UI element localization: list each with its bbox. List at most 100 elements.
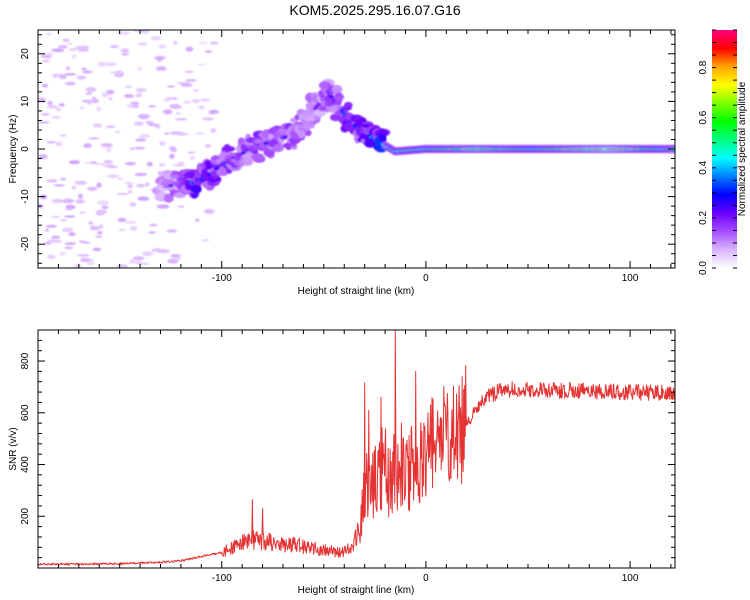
snr-y-label: SNR (v/v): [8, 427, 19, 470]
heatmap-track-core: [328, 95, 334, 99]
heatmap-noise-cell: [87, 261, 95, 266]
heatmap-noise-cell: [180, 83, 193, 87]
colorbar-ticks: 0.0 0.2 0.4 0.6 0.8: [698, 29, 737, 275]
snr-x-tick-label: -100: [212, 573, 232, 584]
heatmap-noise-cell: [150, 35, 162, 41]
heatmap-track-cell: [340, 106, 352, 111]
colorbar-tick-label: 0.6: [698, 110, 709, 124]
heatmap-noise-cell: [55, 141, 63, 146]
heatmap-track-cell: [190, 184, 202, 194]
heatmap-noise-cell: [39, 55, 53, 58]
heatmap-noise-cell: [90, 225, 96, 231]
heatmap-noise-cell: [76, 254, 90, 257]
heatmap-noise-cell: [139, 133, 151, 139]
heatmap-noise-cell: [166, 85, 176, 88]
heatmap-noise-cell: [123, 94, 135, 98]
heatmap-noise-cell: [114, 130, 121, 134]
heatmap-noise-cell: [92, 247, 102, 252]
heatmap-noise-cell: [135, 138, 147, 142]
spectrogram-x-tick-label: 100: [622, 273, 639, 284]
spectrogram-y-tick-label: -10: [20, 189, 31, 204]
heatmap-noise-cell: [129, 202, 137, 207]
snr-y-tick-label: 200: [20, 507, 31, 524]
heatmap-noise-cell: [126, 103, 134, 109]
heatmap-noise-cell: [167, 258, 179, 264]
heatmap-noise-cell: [72, 264, 83, 267]
heatmap-track-cell: [331, 84, 343, 94]
heatmap-noise-cell: [38, 121, 50, 124]
spectrogram-y-tick-label: 10: [20, 95, 31, 107]
heatmap-noise-cell: [101, 92, 110, 98]
heatmap-noise-cell: [209, 41, 219, 45]
heatmap-noise-cell: [46, 105, 59, 109]
heatmap-noise-cell: [137, 113, 150, 120]
heatmap-track-core: [330, 97, 336, 101]
heatmap-noise-cell: [60, 219, 67, 222]
colorbar: 0.0 0.2 0.4 0.6 0.8 Normalized spectral ampl…: [698, 29, 748, 275]
heatmap-track-cell: [271, 145, 284, 153]
heatmap-noise-cell: [134, 172, 147, 177]
heatmap-noise-cell: [117, 192, 129, 195]
heatmap-noise-cell: [56, 108, 61, 112]
heatmap-noise-cell: [118, 177, 123, 180]
heatmap-noise-cell: [106, 147, 112, 153]
heatmap-noise-cell: [87, 186, 98, 191]
heatmap-track-cell: [251, 153, 265, 161]
heatmap-noise-cell: [117, 217, 127, 223]
heatmap-noise-cell: [170, 253, 181, 259]
heatmap-noise-cell: [127, 183, 133, 189]
heatmap-noise-cell: [201, 239, 210, 242]
colorbar-tick-label: 0.2: [698, 211, 709, 225]
heatmap-noise-cell: [85, 92, 93, 95]
heatmap-noise-cell: [141, 30, 150, 34]
heatmap-noise-cell: [125, 220, 137, 224]
heatmap-noise-cell: [83, 143, 92, 149]
heatmap-track-cell: [334, 110, 342, 116]
heatmap-noise-cell: [46, 140, 56, 144]
heatmap-noise-cell: [108, 165, 118, 169]
heatmap-track-cell: [378, 134, 387, 142]
snr-y-tick-label: 800: [20, 352, 31, 369]
heatmap-noise-cell: [120, 48, 130, 53]
heatmap-noise-cell: [58, 75, 67, 80]
heatmap-track-cell: [237, 137, 246, 147]
spectrogram-y-ticks: -20 -10 0 10 20: [20, 34, 675, 264]
snr-x-ticks: -100 0 100: [37, 330, 672, 584]
heatmap-noise-cell: [185, 46, 194, 52]
heatmap-noise-cell: [130, 101, 140, 105]
heatmap-noise-cell: [147, 231, 157, 234]
heatmap-noise-cell: [114, 70, 124, 76]
heatmap-noise-cell: [173, 40, 178, 45]
heatmap-noise-cell: [110, 71, 115, 74]
heatmap-noise-cell: [194, 132, 206, 135]
heatmap-noise-cell: [68, 232, 76, 237]
heatmap-noise-cell: [85, 87, 97, 92]
heatmap-noise-cell: [183, 100, 191, 104]
heatmap-noise-cell: [135, 88, 147, 92]
heatmap-noise-cell: [78, 240, 86, 244]
heatmap-noise-cell: [137, 66, 143, 71]
snr-y-tick-label: 400: [20, 456, 31, 473]
heatmap-noise-cell: [90, 161, 98, 164]
heatmap-noise-cell: [148, 105, 157, 108]
heatmap-noise-cell: [103, 160, 113, 163]
heatmap-noise-cell: [158, 44, 166, 49]
heatmap-track-cell: [333, 100, 342, 106]
heatmap-noise-cell: [151, 248, 164, 253]
heatmap-noise-cell: [96, 106, 101, 112]
heatmap-noise-cell: [149, 223, 158, 227]
spectrogram-y-tick-label: 20: [20, 48, 31, 60]
heatmap-noise-cell: [175, 112, 181, 115]
heatmap-noise-cell: [41, 83, 49, 88]
heatmap-noise-cell: [51, 215, 61, 218]
heatmap-noise-cell: [204, 50, 213, 54]
heatmap-noise-cell: [64, 81, 76, 86]
heatmap-noise-cell: [136, 183, 146, 188]
heatmap-noise-cell: [78, 193, 83, 199]
heatmap-noise-cell: [203, 209, 215, 214]
heatmap-noise-cell: [51, 48, 65, 53]
heatmap-noise-cell: [158, 163, 166, 167]
heatmap-noise-cell: [146, 161, 153, 167]
heatmap-noise-cell: [44, 241, 52, 245]
heatmap-noise-cell: [44, 228, 49, 232]
